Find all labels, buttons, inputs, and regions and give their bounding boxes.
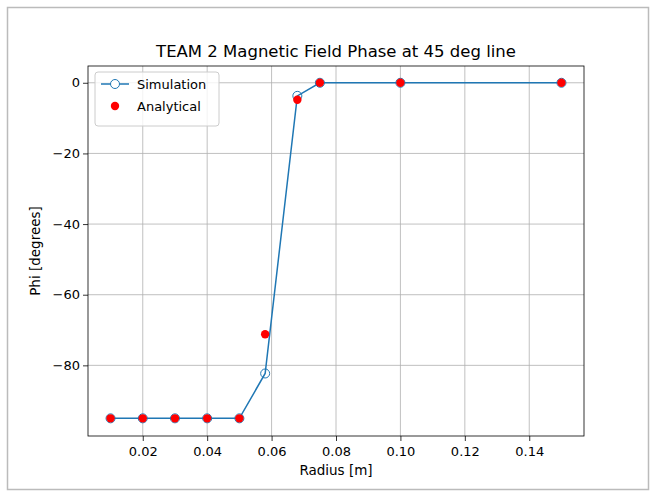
- x-axis: 0.02 0.04 0.06 0.08 0.10 0.12 0.14: [89, 436, 585, 459]
- marker: [396, 79, 404, 87]
- tick: 0.08: [322, 436, 351, 459]
- tick-label: 0.08: [322, 444, 351, 459]
- legend-marker: [111, 102, 119, 110]
- tick-label: −60: [53, 287, 80, 302]
- marker: [171, 414, 179, 422]
- tick-mark: [83, 224, 88, 225]
- tick: 0.10: [386, 436, 415, 459]
- marker: [557, 78, 566, 87]
- legend: Simulation Analytical: [95, 72, 219, 126]
- marker: [139, 414, 147, 422]
- marker: [138, 414, 147, 423]
- marker: [396, 78, 405, 87]
- tick: 0.04: [193, 436, 222, 459]
- tick-label: 0.02: [129, 444, 158, 459]
- tick: 0: [72, 75, 88, 90]
- tick-label: 0.10: [386, 444, 415, 459]
- marker: [261, 330, 269, 338]
- marker: [203, 414, 211, 422]
- grid-line: [88, 365, 584, 366]
- grid-line: [88, 224, 584, 225]
- tick-mark: [83, 153, 88, 154]
- grid-line: [336, 66, 337, 436]
- plot-frame: [88, 66, 584, 436]
- tick-label: 0.12: [451, 444, 480, 459]
- tick: 0.06: [258, 436, 287, 459]
- tick-mark: [83, 365, 88, 366]
- grid-line: [88, 294, 584, 295]
- grid-line: [529, 66, 530, 436]
- grid: [88, 66, 584, 436]
- tick-label: −20: [53, 146, 80, 161]
- tick-label: −80: [53, 358, 80, 373]
- figure-frame: [8, 8, 649, 490]
- chart: 0.02 0.04 0.06 0.08 0.10 0.12 0.14 −80 −60 −40 −20…: [0, 0, 656, 497]
- axis-line: [89, 437, 585, 442]
- x-axis-title: Radius [m]: [299, 462, 372, 478]
- y-axis: −80 −60 −40 −20 0: [53, 67, 89, 437]
- tick-mark: [143, 436, 144, 441]
- marker: [261, 369, 270, 378]
- tick-mark: [207, 436, 208, 441]
- marker: [557, 79, 565, 87]
- tick: −80: [53, 358, 88, 373]
- legend-marker: [111, 80, 120, 89]
- tick: −60: [53, 287, 88, 302]
- tick-label: 0: [72, 75, 80, 90]
- marker: [106, 414, 114, 422]
- tick: −40: [53, 217, 88, 232]
- tick: 0.14: [515, 436, 544, 459]
- marker: [316, 79, 324, 87]
- marker: [235, 414, 244, 423]
- marker: [235, 414, 243, 422]
- tick-label: 0.14: [515, 444, 544, 459]
- legend-frame: [95, 72, 219, 126]
- plot-area: [106, 78, 566, 423]
- marker: [315, 78, 324, 87]
- tick-mark: [272, 436, 273, 441]
- tick-label: 0.06: [258, 444, 287, 459]
- legend-label: Simulation: [137, 77, 206, 92]
- tick-mark: [465, 436, 466, 441]
- grid-line: [464, 66, 465, 436]
- title: TEAM 2 Magnetic Field Phase at 45 deg li…: [155, 42, 516, 61]
- tick: 0.12: [451, 436, 480, 459]
- y-axis-title: Phi [degrees]: [27, 206, 43, 296]
- legend-label: Analytical: [137, 99, 201, 114]
- tick-mark: [336, 436, 337, 441]
- tick-mark: [400, 436, 401, 441]
- series-line: [111, 83, 562, 419]
- tick-label: −40: [53, 217, 80, 232]
- marker: [293, 96, 301, 104]
- grid-line: [271, 66, 272, 436]
- grid-line: [88, 153, 584, 154]
- tick: 0.02: [129, 436, 158, 459]
- marker: [106, 414, 115, 423]
- grid-line: [400, 66, 401, 436]
- tick-mark: [83, 83, 88, 84]
- tick-mark: [529, 436, 530, 441]
- tick-label: 0.04: [193, 444, 222, 459]
- marker: [203, 414, 212, 423]
- marker: [170, 414, 179, 423]
- tick-mark: [83, 295, 88, 296]
- tick: −20: [53, 146, 88, 161]
